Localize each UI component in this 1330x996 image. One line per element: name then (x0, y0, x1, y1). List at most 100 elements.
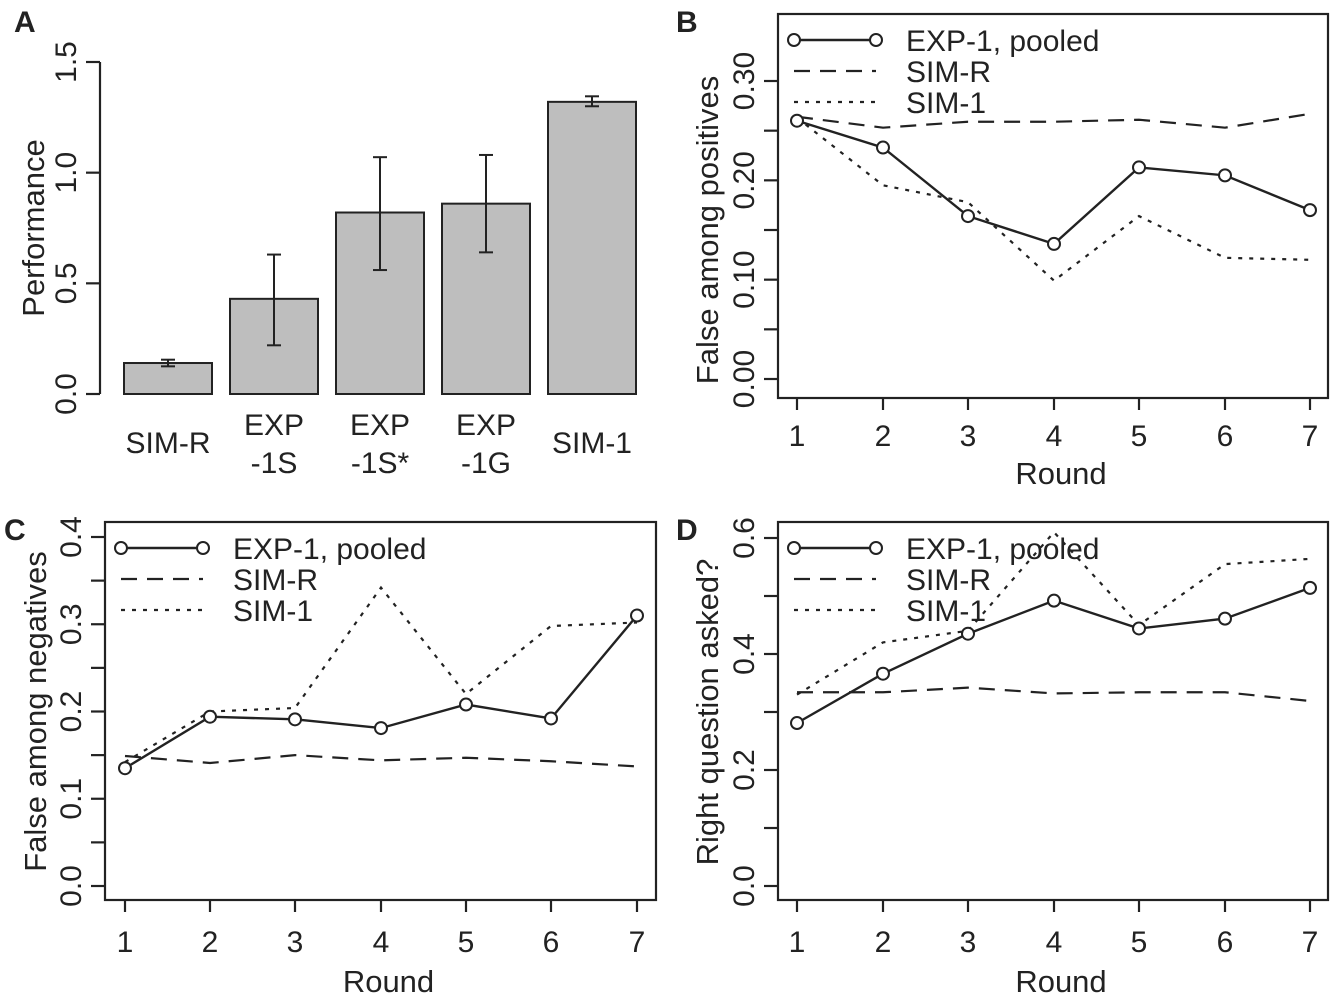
series-line-dashed (796, 112, 1311, 129)
x-tick-label: 3 (287, 926, 304, 959)
series-line-dashed (797, 686, 1311, 703)
data-point (1218, 168, 1232, 183)
panel-a-bar-chart: A 0.0 0.5 1.0 1.5 Performance SIM-R EXP -1S EXP -1… (14, 6, 637, 480)
data-point (790, 716, 804, 731)
bar (547, 100, 637, 395)
x-tick-label: 3 (960, 420, 977, 453)
data-point (1132, 160, 1146, 175)
x-tick-label: 4 (1046, 926, 1063, 959)
legend-marker (787, 33, 801, 47)
data-point (1132, 621, 1146, 636)
data-point (374, 721, 388, 736)
legend-label: SIM-R (233, 564, 318, 597)
x-tick-label: 5 (1131, 926, 1148, 959)
x-category-label: SIM-1 (552, 427, 632, 460)
y-tick-label: 0.5 (50, 262, 83, 304)
data-point (1047, 236, 1061, 251)
x-category-label: -1G (461, 447, 511, 480)
y-tick-label: 1.5 (50, 41, 83, 83)
legend-label: EXP-1, pooled (906, 533, 1099, 566)
x-tick-label: 6 (543, 926, 560, 959)
series-line-solid-circles (796, 119, 1311, 246)
x-tick-label: 2 (202, 926, 219, 959)
legend-label: SIM-R (906, 564, 991, 597)
series-line-dotted (124, 585, 638, 764)
legend-label: SIM-1 (233, 595, 313, 628)
bar (123, 362, 213, 396)
x-tick-label: 4 (373, 926, 390, 959)
x-axis-label: Round (343, 964, 434, 996)
legend-marker (196, 541, 210, 555)
legend-label: SIM-R (906, 56, 991, 89)
x-tick-label: 5 (1131, 420, 1148, 453)
data-point (1303, 203, 1317, 218)
legend-marker (869, 541, 883, 555)
data-point (1218, 611, 1232, 626)
y-tick-label: 0.1 (55, 778, 88, 820)
data-point (961, 209, 975, 224)
x-tick-label: 1 (117, 926, 134, 959)
y-axis-label: False among positives (690, 76, 725, 384)
y-tick-label: 0.0 (728, 865, 761, 907)
legend-marker (869, 33, 883, 47)
legend-label: EXP-1, pooled (906, 25, 1099, 58)
y-tick-label: 0.10 (728, 250, 761, 308)
data-point (876, 140, 890, 155)
series-line-dotted (796, 530, 1311, 696)
data-point (961, 626, 975, 641)
data-point (1303, 580, 1317, 595)
series-line-solid-circles (124, 614, 638, 770)
x-category-label: EXP (456, 409, 516, 442)
legend-label: SIM-1 (906, 595, 986, 628)
panel-letter: A (14, 6, 36, 39)
y-tick-label: 0.3 (55, 603, 88, 645)
x-category-label: -1S (251, 447, 298, 480)
x-tick-label: 1 (789, 420, 806, 453)
y-tick-label: 0.0 (55, 865, 88, 907)
x-axis-label: Round (1015, 964, 1106, 996)
y-tick-label: 1.0 (50, 152, 83, 194)
x-tick-label: 2 (875, 926, 892, 959)
data-point (544, 711, 558, 726)
x-category-label: EXP (350, 409, 410, 442)
x-tick-label: 5 (458, 926, 475, 959)
series-line-solid-circles (796, 586, 1311, 725)
data-point (118, 761, 132, 776)
data-point (459, 697, 473, 712)
y-tick-label: 0.6 (728, 517, 761, 559)
panel-letter: C (4, 514, 26, 547)
y-axis-label: Right question asked? (690, 559, 725, 866)
series-line-dotted (796, 116, 1311, 283)
y-axis-label: False among negatives (18, 551, 53, 872)
x-tick-label: 6 (1217, 926, 1234, 959)
data-point (1047, 593, 1061, 608)
data-point (203, 709, 217, 724)
series-line-dashed (124, 754, 638, 768)
y-tick-label: 0.4 (728, 633, 761, 675)
y-tick-label: 0.30 (728, 52, 761, 110)
x-category-label: SIM-R (126, 427, 211, 460)
legend-label: EXP-1, pooled (233, 533, 426, 566)
x-tick-label: 1 (789, 926, 806, 959)
y-tick-label: 0.0 (50, 373, 83, 415)
x-tick-label: 6 (1217, 420, 1234, 453)
panel-letter: B (676, 6, 698, 39)
y-tick-label: 0.4 (55, 516, 88, 558)
y-tick-label: 0.2 (728, 749, 761, 791)
y-tick-label: 0.2 (55, 691, 88, 733)
panel-letter: D (676, 514, 698, 547)
data-point (630, 608, 644, 623)
x-category-label: EXP (244, 409, 304, 442)
x-tick-label: 4 (1046, 420, 1063, 453)
y-tick-label: 0.20 (728, 151, 761, 209)
legend-marker (787, 541, 801, 555)
x-tick-label: 7 (1302, 926, 1319, 959)
legend-marker (114, 541, 128, 555)
x-tick-label: 3 (960, 926, 977, 959)
x-tick-label: 7 (629, 926, 646, 959)
x-tick-label: 7 (1302, 420, 1319, 453)
x-category-label: -1S* (351, 447, 410, 480)
